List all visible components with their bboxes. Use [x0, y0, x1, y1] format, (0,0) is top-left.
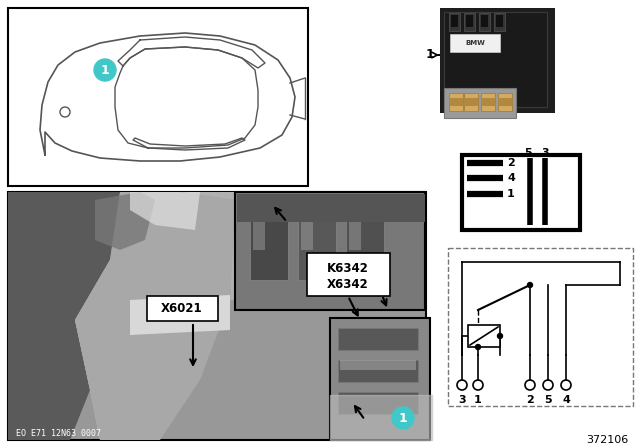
Text: 2: 2 — [507, 158, 515, 168]
Text: 3: 3 — [541, 148, 549, 158]
Bar — [235, 192, 425, 310]
Bar — [338, 328, 418, 350]
Bar — [479, 13, 490, 31]
Polygon shape — [75, 260, 165, 440]
Polygon shape — [130, 295, 230, 335]
Bar — [451, 15, 458, 27]
Text: 3: 3 — [458, 395, 466, 405]
Polygon shape — [180, 192, 235, 300]
Text: 1: 1 — [507, 189, 515, 199]
Bar — [237, 194, 425, 222]
Bar — [450, 34, 500, 52]
Bar — [338, 392, 418, 414]
Bar — [338, 360, 418, 382]
Bar — [494, 13, 505, 31]
Bar — [340, 360, 416, 370]
Text: 4: 4 — [562, 395, 570, 405]
Bar — [346, 220, 384, 280]
Text: X6021: X6021 — [161, 302, 203, 315]
Bar — [481, 98, 495, 106]
Bar — [8, 192, 426, 440]
FancyBboxPatch shape — [147, 297, 218, 322]
Polygon shape — [75, 192, 235, 440]
Bar — [496, 15, 503, 27]
Bar — [448, 248, 633, 406]
Bar — [444, 88, 516, 118]
Bar — [481, 15, 488, 27]
Bar — [298, 220, 336, 280]
Circle shape — [94, 59, 116, 81]
Text: 4: 4 — [507, 173, 515, 183]
Bar — [449, 13, 460, 31]
Text: K6342: K6342 — [327, 262, 369, 275]
Text: 2: 2 — [526, 395, 534, 405]
Bar — [349, 222, 361, 250]
Bar — [330, 318, 430, 440]
Circle shape — [392, 407, 414, 429]
Bar — [250, 220, 288, 280]
Text: 372106: 372106 — [586, 435, 628, 445]
Text: 1: 1 — [474, 395, 482, 405]
Bar — [464, 93, 478, 111]
Bar — [8, 8, 308, 186]
Text: BMW: BMW — [465, 40, 485, 46]
Bar — [301, 222, 313, 250]
Circle shape — [476, 345, 481, 349]
Bar — [449, 98, 463, 106]
Text: EO E71 12N63 0007: EO E71 12N63 0007 — [16, 430, 101, 439]
Bar — [440, 8, 555, 113]
Bar — [464, 98, 478, 106]
Bar — [462, 155, 580, 230]
Circle shape — [497, 333, 502, 339]
Circle shape — [527, 283, 532, 288]
Bar — [449, 93, 463, 111]
Text: 1: 1 — [426, 48, 435, 61]
Bar — [498, 93, 512, 111]
Text: 1: 1 — [100, 64, 109, 77]
Text: 5: 5 — [544, 395, 552, 405]
Polygon shape — [95, 192, 155, 250]
Polygon shape — [130, 192, 200, 230]
Text: 5: 5 — [524, 148, 532, 158]
FancyBboxPatch shape — [307, 254, 390, 297]
Bar — [498, 98, 512, 106]
Bar — [481, 93, 495, 111]
Bar — [253, 222, 265, 250]
Bar — [466, 15, 473, 27]
Bar — [464, 13, 475, 31]
Text: X6342: X6342 — [327, 277, 369, 290]
Bar — [444, 12, 547, 107]
Text: 1: 1 — [399, 412, 408, 425]
Polygon shape — [8, 192, 120, 440]
Bar — [468, 325, 500, 347]
